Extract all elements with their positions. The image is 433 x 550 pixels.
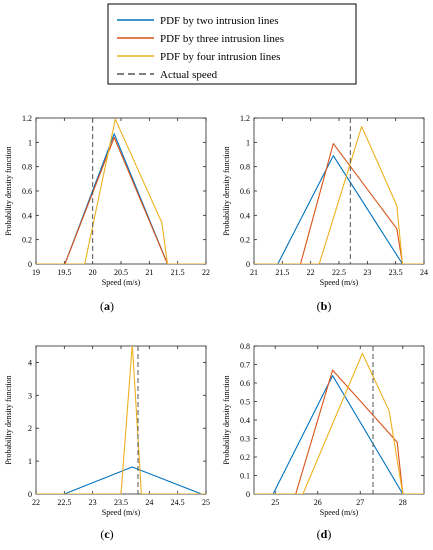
x-tick-label: 24.5 (171, 498, 185, 507)
y-axis-label: Probability density function (4, 375, 13, 464)
x-tick-label: 23.5 (114, 498, 128, 507)
y-tick-label: 0.4 (240, 211, 250, 220)
chart-panels: 19 19.5 20 20.5 21 21.5 2200.20.40.60.811.2Spe… (4, 114, 428, 541)
y-axis-label: Probability density function (222, 375, 231, 464)
x-tick-label: 19.5 (57, 268, 71, 277)
x-tick-label: 22 (32, 498, 40, 507)
x-tick-label: 26 (314, 498, 322, 507)
legend-label: PDF by four intrusion lines (160, 51, 280, 63)
y-tick-label: 0.4 (22, 211, 32, 220)
y-tick-label: 0.6 (240, 379, 250, 388)
x-tick-label: 21.5 (171, 268, 185, 277)
y-tick-label: 0.7 (240, 361, 250, 370)
x-tick-label: 28 (399, 498, 407, 507)
series-line-2 (254, 369, 424, 494)
y-tick-label: 0.6 (22, 187, 32, 196)
y-tick-label: 0.8 (240, 342, 250, 351)
y-tick-label: 0 (246, 490, 250, 499)
y-tick-label: 1 (28, 457, 32, 466)
y-tick-label: 3 (28, 391, 32, 400)
series-line-1 (36, 466, 206, 494)
x-tick-label: 23.5 (389, 268, 403, 277)
y-tick-label: 0.8 (22, 163, 32, 172)
panel-label: (b) (317, 299, 332, 313)
x-tick-label: 22.5 (57, 498, 71, 507)
y-tick-label: 0.2 (240, 236, 250, 245)
x-tick-label: 27 (356, 498, 364, 507)
y-tick-label: 1.2 (240, 114, 250, 123)
x-tick-label: 22 (307, 268, 315, 277)
x-tick-label: 21 (145, 268, 153, 277)
y-tick-label: 0.6 (240, 187, 250, 196)
x-tick-label: 22 (202, 268, 210, 277)
chart-panel-a: 19 19.5 20 20.5 21 21.5 22 0 0.2 0.4 0.6 0.8 1 1.2 Spe… (4, 114, 210, 313)
series-line-3 (36, 118, 206, 264)
x-axis-label: Speed (m/s) (320, 278, 359, 287)
chart-panel-d: 25 26 27 28 0 0.1 0.2 0.3 0.4 0.5 0.6 0.7 0.8 Speed (… (222, 342, 425, 541)
x-axis-label: Speed (m/s) (102, 278, 141, 287)
legend-label: PDF by three intrusion lines (160, 33, 284, 45)
y-tick-label: 0 (28, 260, 32, 269)
x-axis-label: Speed (m/s) (320, 508, 359, 517)
y-tick-label: 0.3 (240, 435, 250, 444)
y-tick-label: 0.2 (22, 236, 32, 245)
plot-frame (253, 345, 425, 495)
panel-label: (a) (100, 299, 114, 313)
y-tick-label: 0 (28, 490, 32, 499)
panel-label: (d) (317, 527, 332, 541)
x-tick-label: 23 (89, 498, 97, 507)
legend: PDF by two intrusion lines PDF by three i… (107, 3, 357, 85)
y-tick-label: 1.2 (22, 114, 32, 123)
series-line-1 (36, 133, 206, 264)
y-tick-label: 4 (28, 358, 32, 367)
x-tick-label: 20.5 (114, 268, 128, 277)
x-tick-label: 22.5 (332, 268, 346, 277)
x-tick-label: 23 (363, 268, 371, 277)
series-line-3 (254, 125, 424, 264)
plot-frame (35, 117, 207, 265)
x-tick-label: 25 (271, 498, 279, 507)
panel-label: (c) (100, 527, 113, 541)
y-tick-label: 2 (28, 424, 32, 433)
series-line-2 (36, 136, 206, 264)
series-line-2 (254, 143, 424, 264)
series-line-1 (254, 375, 424, 494)
y-axis-label: Probability density function (4, 146, 13, 235)
y-tick-label: 1 (246, 138, 250, 147)
legend-label: PDF by two intrusion lines (160, 15, 279, 27)
x-tick-label: 19 (32, 268, 40, 277)
y-tick-label: 0.1 (240, 472, 250, 481)
y-tick-label: 0.2 (240, 453, 250, 462)
series-line-3 (254, 352, 424, 494)
chart-panel-b: 21 21.5 22 22.5 23 23.5 24 0 0.2 0.4 0.6 0.8 1 1.2 Spe… (222, 114, 428, 313)
x-tick-label: 21 (250, 268, 258, 277)
x-tick-label: 20 (89, 268, 97, 277)
x-tick-label: 24 (145, 498, 153, 507)
x-axis-label: Speed (m/s) (102, 508, 141, 517)
series-line-1 (254, 155, 424, 264)
y-tick-label: 0.5 (240, 398, 250, 407)
legend-label: Actual speed (160, 69, 218, 81)
y-axis-label: Probability density function (222, 146, 231, 235)
y-tick-label: 0.8 (240, 163, 250, 172)
legend-box (107, 3, 357, 85)
x-tick-label: 21.5 (275, 268, 289, 277)
x-tick-label: 25 (202, 498, 210, 507)
x-tick-label: 24 (420, 268, 428, 277)
y-tick-label: 1 (28, 138, 32, 147)
y-tick-label: 0 (246, 260, 250, 269)
y-tick-label: 0.4 (240, 416, 250, 425)
